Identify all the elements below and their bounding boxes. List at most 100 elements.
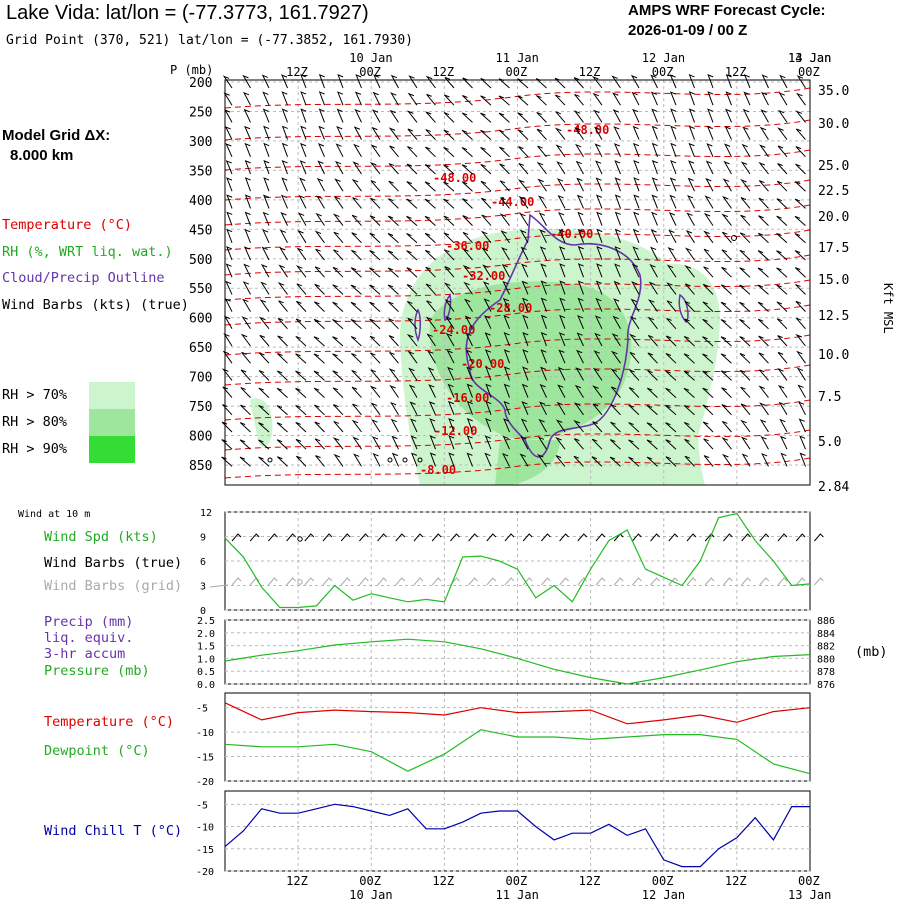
wind-barb: [723, 160, 732, 175]
wind-barb: [244, 160, 251, 175]
wind-barb: [482, 281, 492, 295]
wind-barb: [688, 91, 695, 106]
wind-barb: [740, 386, 751, 398]
wind-barb: [632, 228, 640, 243]
wind-barb: [425, 146, 436, 158]
wind-barb: [595, 160, 603, 175]
temperature-contour: [224, 457, 811, 479]
wind-barb: [702, 283, 714, 295]
wind-barb: [243, 263, 251, 278]
wind-barb: [595, 194, 603, 209]
wind-barb: [480, 180, 492, 192]
legend-rh70-swatch: [89, 382, 135, 409]
wind-barb: [336, 125, 344, 140]
rh-80-region: [495, 440, 560, 485]
wind-barb: [610, 421, 621, 433]
wind-barb: [610, 404, 621, 416]
wind-barb: [517, 95, 529, 106]
wind-barb: [647, 352, 658, 364]
wind-barb: [688, 142, 695, 157]
wind-barb: [244, 142, 251, 157]
wind-barb: [407, 350, 418, 364]
wind-barb: [651, 211, 658, 226]
wind-barb: [388, 335, 399, 347]
wind-barb: [332, 387, 344, 398]
wind-barb: [650, 246, 658, 261]
bottom-hour-label: 12Z: [579, 874, 601, 888]
wind-barb: [223, 315, 233, 330]
wind-barb: [484, 332, 492, 347]
wind-barb: [461, 147, 473, 158]
wind-barb: [559, 314, 566, 329]
wind-barb: [276, 422, 288, 433]
wind-barb: [223, 333, 233, 347]
wind-barb: [485, 400, 492, 415]
wind-barb: [669, 74, 677, 89]
surface-wind-barb: [249, 533, 260, 542]
wind-barb: [779, 74, 788, 89]
wind-barb: [777, 384, 788, 398]
wind-barb: [314, 266, 325, 278]
dewpoint-line: [224, 729, 811, 775]
wind-barb: [408, 75, 418, 89]
temperature-contour: [224, 279, 811, 301]
wind-barb: [503, 366, 510, 381]
wind-barb: [683, 404, 695, 416]
wind-barb: [688, 74, 695, 89]
wind-barb: [314, 404, 325, 416]
wind-barb: [318, 125, 325, 140]
wind-barb: [241, 316, 251, 330]
surface-wind-barb: [268, 533, 278, 542]
legend-cloud: Cloud/Precip Outline: [2, 270, 165, 286]
wind-barb: [521, 297, 529, 312]
wind-barb: [258, 404, 270, 416]
wind-barb: [443, 282, 455, 295]
bottom-hour-label: 00Z: [506, 874, 528, 888]
wind-barb: [519, 453, 529, 467]
cloud-outline: [414, 308, 422, 343]
wind-barb: [296, 455, 307, 467]
wind-barb: [796, 367, 806, 381]
wind-barb: [353, 126, 362, 140]
top-hour-label: 00Z: [506, 65, 528, 79]
wind-barb: [369, 250, 381, 261]
wind-barb: [351, 214, 362, 226]
wind-barb: [776, 301, 788, 312]
rh-80-region: [429, 281, 632, 440]
bottom-hour-label: 12Z: [725, 874, 747, 888]
wind-barb: [575, 160, 584, 175]
wind-barb: [540, 349, 547, 364]
surface-wind-barb: [359, 533, 369, 542]
pressure-line: [224, 638, 811, 685]
wind-barb: [499, 213, 510, 226]
wind-barb: [333, 420, 344, 433]
wind-barb: [780, 452, 788, 467]
wind-barb: [758, 197, 769, 209]
wind-barb: [481, 214, 492, 226]
grid-wind-barb: [595, 577, 606, 586]
wind-barb: [262, 229, 270, 244]
wind-barb: [684, 283, 695, 295]
wind-barb: [425, 111, 436, 123]
wind-barb: [574, 93, 584, 106]
wind-barb: [592, 367, 603, 381]
wind-barb: [539, 246, 547, 261]
wind-barb: [610, 350, 621, 364]
model-grid-value: 8.000 km: [10, 147, 74, 164]
wind-barb: [484, 315, 492, 330]
surface-wind-barb: [377, 533, 387, 542]
wind-barb: [295, 353, 307, 364]
wind-barb: [740, 419, 751, 433]
wind-barb: [629, 333, 640, 347]
wind-barb: [612, 109, 621, 123]
wind-barb: [407, 317, 418, 330]
wind-barb: [758, 352, 769, 364]
wind-barb: [300, 125, 307, 140]
wind-barb: [614, 194, 621, 209]
wind-barb: [427, 350, 436, 364]
wind-barb: [519, 212, 529, 226]
wind-barb: [424, 181, 436, 192]
wind-barb: [295, 387, 307, 398]
grid-point-subtitle: Grid Point (370, 521) lat/lon = (-77.385…: [6, 33, 413, 48]
wind-barb: [520, 418, 529, 433]
